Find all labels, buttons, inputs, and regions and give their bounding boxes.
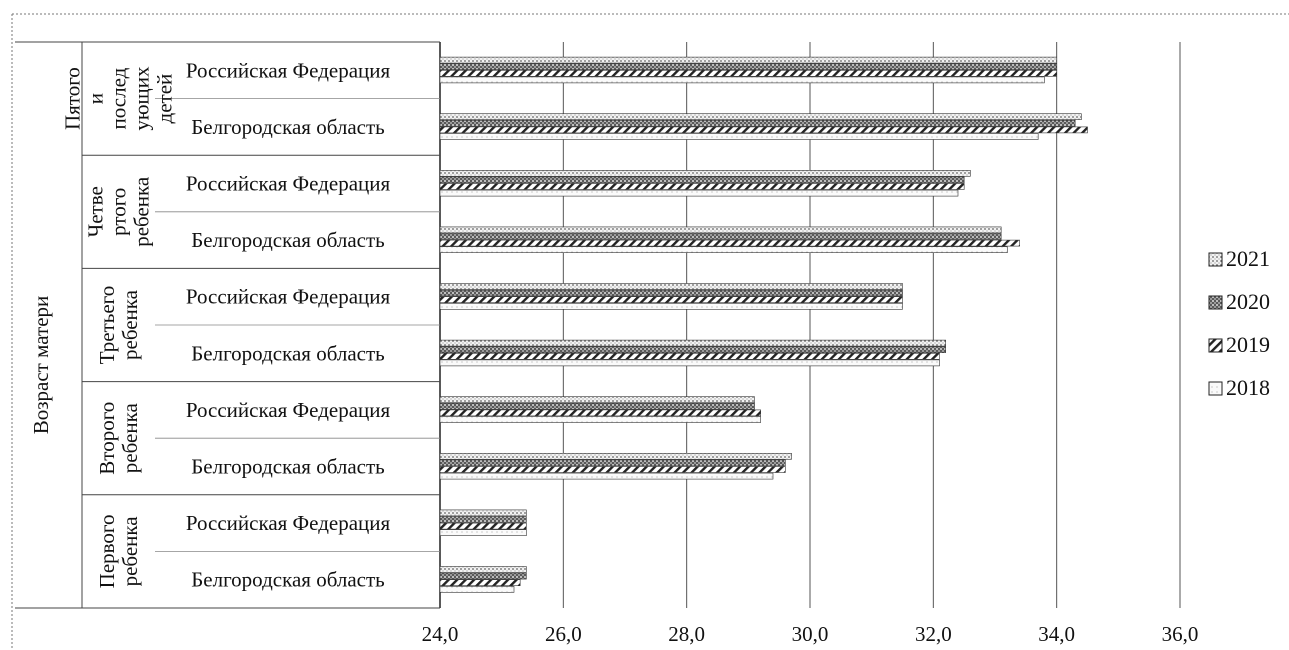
bar-2018	[439, 246, 1008, 253]
legend-swatch-2018	[1208, 381, 1223, 396]
bar-2020	[439, 459, 786, 467]
group-label: Четвертогоребенка	[84, 176, 154, 247]
bar-2021	[439, 509, 527, 517]
bar-2019	[439, 409, 761, 417]
bar-2020	[439, 572, 527, 580]
bar-2018	[439, 359, 940, 367]
row-label: Белгородская область	[191, 115, 385, 139]
bar-2020	[439, 516, 527, 523]
x-tick-label: 28,0	[668, 622, 705, 646]
bar-2019	[439, 296, 903, 304]
x-tick-label: 26,0	[545, 622, 582, 646]
bar-2020	[439, 176, 965, 184]
bar-2021	[439, 339, 946, 347]
group-label: Пятогоипоследующихдетей	[61, 66, 177, 131]
x-tick-label: 36,0	[1162, 622, 1199, 646]
bar-2018	[439, 302, 903, 310]
x-tick-label: 32,0	[915, 622, 952, 646]
row-label: Российская Федерация	[186, 511, 391, 535]
bars	[439, 56, 1088, 593]
bar-2019	[439, 466, 786, 473]
bar-2019	[439, 183, 965, 190]
row-label: Российская Федерация	[186, 285, 391, 309]
bar-2021	[439, 170, 971, 177]
x-tick-label: 30,0	[792, 622, 829, 646]
x-tick-label: 24,0	[422, 622, 459, 646]
outer-axis-label: Возраст матери	[29, 296, 53, 435]
legend-swatch-2019	[1208, 338, 1223, 353]
row-label: Российская Федерация	[186, 398, 391, 422]
chart-frame	[11, 13, 1289, 650]
bar-2021	[439, 452, 792, 460]
bar-2021	[439, 56, 1057, 64]
group-label: Второгоребенка	[95, 402, 142, 475]
row-label: Российская Федерация	[186, 172, 391, 196]
row-label: Белгородская область	[191, 228, 385, 252]
bar-2021	[439, 396, 755, 404]
bar-2020	[439, 233, 1002, 240]
row-label: Российская Федерация	[186, 58, 391, 82]
x-axis-ticks: 24,0 26,0 28,0 30,0 32,0 34,0 36,0	[422, 622, 1199, 646]
legend-label-2020: 2020	[1226, 289, 1270, 314]
bar-2020	[439, 63, 1057, 71]
bar-2021	[439, 283, 903, 290]
legend-label-2021: 2021	[1226, 246, 1270, 271]
bar-2019	[439, 70, 1057, 77]
group-label: Третьегоребенка	[95, 286, 142, 365]
bar-2019	[439, 352, 940, 360]
bar-2018	[439, 472, 774, 480]
bar-2019	[439, 522, 527, 530]
legend-swatch-2020	[1208, 295, 1223, 310]
row-label: Белгородская область	[191, 568, 385, 592]
bar-2021	[439, 113, 1082, 120]
bar-2018	[439, 76, 1045, 84]
bar-2018	[439, 529, 527, 537]
legend-label-2018: 2018	[1226, 375, 1270, 400]
legend-label-2019: 2019	[1226, 332, 1270, 357]
bar-2019	[439, 239, 1020, 247]
bar-2019	[439, 126, 1088, 134]
bar-2018	[439, 585, 515, 593]
bar-2020	[439, 402, 755, 410]
bar-2021	[439, 226, 1002, 234]
row-label: Белгородская область	[191, 341, 385, 365]
legend-swatch-2021	[1208, 252, 1223, 267]
bar-2020	[439, 120, 1076, 127]
bar-2020	[439, 289, 903, 297]
bar-2018	[439, 189, 959, 197]
group-label: Первогоребенка	[95, 514, 142, 588]
bar-2020	[439, 346, 946, 354]
row-label: Белгородская область	[191, 455, 385, 479]
bar-2019	[439, 579, 521, 587]
legend: 2021 2020 2019 2018	[1208, 246, 1270, 400]
bar-2021	[439, 566, 527, 573]
bar-2018	[439, 416, 761, 423]
x-tick-label: 34,0	[1038, 622, 1075, 646]
bar-2018	[439, 133, 1039, 140]
category-labels: Российская Федерация Белгородская область…	[29, 58, 390, 591]
